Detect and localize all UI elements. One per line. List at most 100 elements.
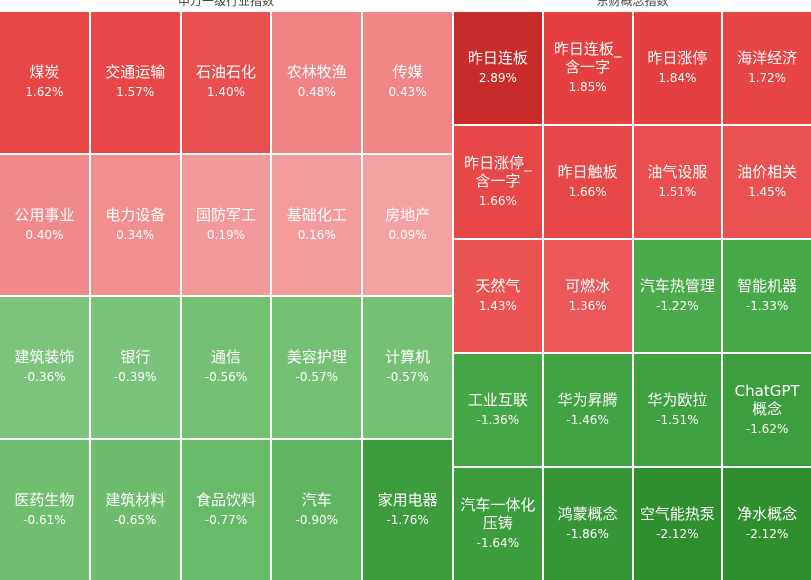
tile-name: 家用电器 [377,490,438,509]
tile[interactable]: 汽车一体化压铸 -1.64% [454,468,542,580]
tile[interactable]: 海洋经济 1.72% [723,12,811,124]
tile[interactable]: 公用事业 0.40% [0,154,89,295]
tile-change: -0.65% [113,512,157,527]
tile-change: -0.57% [295,370,339,385]
tile[interactable]: 昨日触板 1.66% [543,126,632,238]
tile-name: 基础化工 [286,205,347,224]
tile-name: 华为昇腾 [557,391,618,409]
tile-name: 昨日连板_含一字 [553,40,622,76]
tile[interactable]: 电力设备 0.34% [90,154,180,295]
tile-change: 0.43% [388,85,427,100]
tile[interactable]: 煤炭 1.62% [0,12,89,153]
tile[interactable]: 食品饮料 -0.77% [181,439,271,580]
tile-name: 公用事业 [14,205,75,224]
tile-change: 1.85% [568,80,607,94]
tile[interactable]: 空气能热泵 -2.12% [633,468,722,580]
tile[interactable]: 计算机 -0.57% [363,297,452,438]
tile-change: -1.46% [566,413,609,427]
tile[interactable]: 医药生物 -0.61% [0,439,89,580]
tile-name: 昨日触板 [557,163,618,181]
tile-name: 石油石化 [195,63,256,82]
tile[interactable]: 汽车 -0.90% [272,439,362,580]
tile-change: -2.12% [745,527,789,541]
tile-change: 1.66% [478,194,517,208]
tile-change: -1.22% [656,299,699,313]
tile-change: -1.86% [566,527,609,541]
tile[interactable]: ChatGPT概念 -1.62% [723,354,811,466]
tile[interactable]: 工业互联 -1.36% [454,354,542,466]
tile-name: 银行 [120,348,151,367]
tile-change: -0.36% [23,370,66,385]
tile[interactable]: 可燃冰 1.36% [543,240,632,352]
tile-change: -1.51% [656,413,699,427]
tile-grid: 昨日连板 2.89% 昨日连板_含一字 1.85% 昨日涨停 1.84% 海洋经济 1.72%… [454,12,811,580]
tile-change: -2.12% [656,527,699,541]
industry-panel: 申万一级行业指数煤炭 1.62% 交通运输 1.57% 石油石化 1.40% 农林牧渔 0.4… [0,0,452,580]
tile-change: 1.62% [25,85,64,100]
tile-change: 0.40% [25,227,64,242]
tile[interactable]: 汽车热管理 -1.22% [633,240,722,352]
tile-change: 1.72% [748,71,787,85]
tile[interactable]: 昨日连板 2.89% [454,12,542,124]
tile-change: -1.76% [386,512,429,527]
tile-name: 美容护理 [286,348,347,367]
tile-name: 昨日连板 [467,49,528,67]
tile-name: 医药生物 [14,490,75,509]
tile[interactable]: 农林牧渔 0.48% [272,12,362,153]
tile[interactable]: 基础化工 0.16% [272,154,362,295]
tile[interactable]: 国防军工 0.19% [181,154,271,295]
tile[interactable]: 华为欧拉 -1.51% [633,354,722,466]
tile[interactable]: 传媒 0.43% [363,12,452,153]
panel-title: 申万一级行业指数 [177,0,274,8]
tile-name: 国防军工 [195,205,256,224]
tile[interactable]: 石油石化 1.40% [181,12,271,153]
tile[interactable]: 油价相关 1.45% [723,126,811,238]
tile[interactable]: 天然气 1.43% [454,240,542,352]
tile-change: 1.43% [478,299,517,313]
tile-change: 0.16% [297,227,336,242]
tile[interactable]: 银行 -0.39% [90,297,180,438]
tile[interactable]: 鸿蒙概念 -1.86% [543,468,632,580]
tile-name: 智能机器 [737,277,798,295]
tile-name: 油气设服 [647,163,708,181]
tile-change: -0.90% [295,512,339,527]
panel-title: 东财概念指数 [596,0,669,8]
tile[interactable]: 昨日涨停 1.84% [633,12,722,124]
tile-name: 建筑装饰 [14,348,75,367]
tile[interactable]: 通信 -0.56% [181,297,271,438]
tile[interactable]: 净水概念 -2.12% [723,468,811,580]
tile[interactable]: 美容护理 -0.57% [272,297,362,438]
tile-name: 通信 [210,348,241,367]
tile-change: -1.36% [476,413,520,427]
tile-name: 海洋经济 [737,49,798,67]
tile-name: 天然气 [475,277,521,295]
tile[interactable]: 建筑材料 -0.65% [90,439,180,580]
tile-change: -0.39% [113,370,157,385]
concept-panel: 东财概念指数 昨日连板 2.89% 昨日连板_含一字 1.85% 昨日涨停 1.84% 海洋经… [454,0,811,580]
tile-name: 汽车热管理 [639,277,715,295]
tile-name: 食品饮料 [195,490,256,509]
tile[interactable]: 华为昇腾 -1.46% [543,354,632,466]
tile-change: -0.57% [386,370,429,385]
tile-change: 0.48% [297,85,336,100]
tile-name: 可燃冰 [565,277,611,295]
tile-change: 1.36% [568,299,607,313]
tile[interactable]: 交通运输 1.57% [90,12,180,153]
tile[interactable]: 家用电器 -1.76% [363,439,452,580]
tile-name: 昨日涨停 [647,49,708,67]
tile-change: -1.33% [745,299,789,313]
tile[interactable]: 昨日连板_含一字 1.85% [543,12,632,124]
tile[interactable]: 房地产 0.09% [363,154,452,295]
tile-name: 电力设备 [105,205,166,224]
tile-name: 空气能热泵 [639,505,715,523]
tile-name: 汽车 [301,490,332,509]
tile-change: 0.34% [116,227,155,242]
tile[interactable]: 昨日涨停_含一字 1.66% [454,126,542,238]
tile-change: 1.40% [206,85,246,100]
tile-change: 1.57% [116,85,155,100]
tile[interactable]: 智能机器 -1.33% [723,240,811,352]
tile-name: ChatGPT概念 [734,382,800,418]
tile[interactable]: 油气设服 1.51% [633,126,722,238]
tile-change: 0.09% [388,227,427,242]
tile[interactable]: 建筑装饰 -0.36% [0,297,89,438]
